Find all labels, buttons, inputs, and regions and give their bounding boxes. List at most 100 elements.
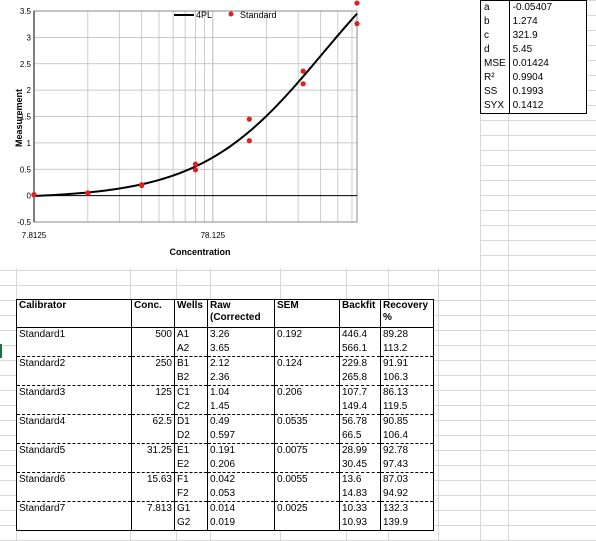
concentration-cell[interactable]: 500: [131, 327, 175, 342]
sem-cell[interactable]: [274, 516, 340, 531]
recovery-cell[interactable]: 89.28: [380, 327, 434, 342]
calibrator-cell[interactable]: Standard6: [16, 472, 132, 487]
sem-cell[interactable]: 0.0025: [274, 501, 340, 516]
concentration-cell[interactable]: [131, 400, 175, 415]
calibrator-cell[interactable]: [16, 342, 132, 357]
raw-value-cell[interactable]: 0.042: [207, 472, 275, 487]
recovery-cell[interactable]: 97.43: [380, 458, 434, 473]
concentration-cell[interactable]: [131, 487, 175, 502]
param-value[interactable]: 0.9904: [508, 71, 587, 85]
backfit-cell[interactable]: 107.7: [339, 385, 381, 400]
param-name[interactable]: d: [480, 43, 510, 57]
calibrator-cell[interactable]: Standard5: [16, 443, 132, 458]
raw-value-cell[interactable]: 1.45: [207, 400, 275, 415]
calibrator-cell[interactable]: [16, 371, 132, 386]
recovery-cell[interactable]: 91.91: [380, 356, 434, 371]
concentration-cell[interactable]: 62.5: [131, 414, 175, 429]
well-cell[interactable]: D1: [174, 414, 208, 429]
param-name[interactable]: b: [480, 15, 510, 29]
header-raw-corrected[interactable]: Raw (Corrected: [207, 299, 275, 328]
well-cell[interactable]: F1: [174, 472, 208, 487]
header-concentration[interactable]: Conc.: [131, 299, 175, 328]
backfit-cell[interactable]: 30.45: [339, 458, 381, 473]
well-cell[interactable]: A1: [174, 327, 208, 342]
header-backfit[interactable]: Backfit: [339, 299, 381, 328]
concentration-cell[interactable]: 15.63: [131, 472, 175, 487]
recovery-cell[interactable]: 113.2: [380, 342, 434, 357]
raw-value-cell[interactable]: 3.26: [207, 327, 275, 342]
raw-value-cell[interactable]: 0.49: [207, 414, 275, 429]
recovery-cell[interactable]: 86.13: [380, 385, 434, 400]
param-name[interactable]: a: [480, 0, 510, 15]
raw-value-cell[interactable]: 0.053: [207, 487, 275, 502]
raw-value-cell[interactable]: 2.12: [207, 356, 275, 371]
calibrator-cell[interactable]: [16, 458, 132, 473]
header-wells[interactable]: Wells: [174, 299, 208, 328]
backfit-cell[interactable]: 13.6: [339, 472, 381, 487]
concentration-cell[interactable]: 125: [131, 385, 175, 400]
calibrator-cell[interactable]: Standard7: [16, 501, 132, 516]
param-value[interactable]: 321.9: [508, 29, 587, 43]
well-cell[interactable]: G2: [174, 516, 208, 531]
concentration-cell[interactable]: [131, 516, 175, 531]
param-value[interactable]: 5.45: [508, 43, 587, 57]
recovery-cell[interactable]: 106.4: [380, 429, 434, 444]
recovery-cell[interactable]: 106.3: [380, 371, 434, 386]
concentration-cell[interactable]: 7.813: [131, 501, 175, 516]
sem-cell[interactable]: [274, 487, 340, 502]
param-value[interactable]: 0.1993: [508, 85, 587, 99]
calibrator-cell[interactable]: Standard4: [16, 414, 132, 429]
recovery-cell[interactable]: 132.3: [380, 501, 434, 516]
param-name[interactable]: SS: [480, 85, 510, 99]
calibrator-cell[interactable]: [16, 429, 132, 444]
well-cell[interactable]: B1: [174, 356, 208, 371]
well-cell[interactable]: E2: [174, 458, 208, 473]
recovery-cell[interactable]: 92.78: [380, 443, 434, 458]
well-cell[interactable]: D2: [174, 429, 208, 444]
concentration-cell[interactable]: [131, 371, 175, 386]
backfit-cell[interactable]: 14.83: [339, 487, 381, 502]
raw-value-cell[interactable]: 0.019: [207, 516, 275, 531]
param-name[interactable]: SYX: [480, 99, 510, 114]
calibrator-cell[interactable]: [16, 487, 132, 502]
concentration-cell[interactable]: [131, 458, 175, 473]
raw-value-cell[interactable]: 3.65: [207, 342, 275, 357]
backfit-cell[interactable]: 229.8: [339, 356, 381, 371]
raw-value-cell[interactable]: 0.191: [207, 443, 275, 458]
param-value[interactable]: -0.05407: [508, 0, 587, 15]
well-cell[interactable]: E1: [174, 443, 208, 458]
sem-cell[interactable]: [274, 371, 340, 386]
param-name[interactable]: R²: [480, 71, 510, 85]
recovery-cell[interactable]: 87.03: [380, 472, 434, 487]
raw-value-cell[interactable]: 1.04: [207, 385, 275, 400]
well-cell[interactable]: A2: [174, 342, 208, 357]
concentration-cell[interactable]: 31.25: [131, 443, 175, 458]
backfit-cell[interactable]: 56.78: [339, 414, 381, 429]
raw-value-cell[interactable]: 2.36: [207, 371, 275, 386]
sem-cell[interactable]: [274, 458, 340, 473]
raw-value-cell[interactable]: 0.206: [207, 458, 275, 473]
recovery-cell[interactable]: 94.92: [380, 487, 434, 502]
header-sem[interactable]: SEM: [274, 299, 340, 328]
sem-cell[interactable]: [274, 400, 340, 415]
calibrator-cell[interactable]: [16, 400, 132, 415]
param-value[interactable]: 0.01424: [508, 57, 587, 71]
backfit-cell[interactable]: 10.93: [339, 516, 381, 531]
sem-cell[interactable]: 0.124: [274, 356, 340, 371]
sem-cell[interactable]: 0.206: [274, 385, 340, 400]
sem-cell[interactable]: 0.0535: [274, 414, 340, 429]
concentration-cell[interactable]: [131, 342, 175, 357]
well-cell[interactable]: B2: [174, 371, 208, 386]
recovery-cell[interactable]: 119.5: [380, 400, 434, 415]
backfit-cell[interactable]: 265.8: [339, 371, 381, 386]
backfit-cell[interactable]: 28.99: [339, 443, 381, 458]
header-recovery[interactable]: Recovery %: [380, 299, 434, 328]
calibrator-cell[interactable]: [16, 516, 132, 531]
calibrator-cell[interactable]: Standard2: [16, 356, 132, 371]
sem-cell[interactable]: [274, 342, 340, 357]
backfit-cell[interactable]: 566.1: [339, 342, 381, 357]
backfit-cell[interactable]: 446.4: [339, 327, 381, 342]
sem-cell[interactable]: 0.0055: [274, 472, 340, 487]
raw-value-cell[interactable]: 0.597: [207, 429, 275, 444]
calibrator-cell[interactable]: Standard1: [16, 327, 132, 342]
